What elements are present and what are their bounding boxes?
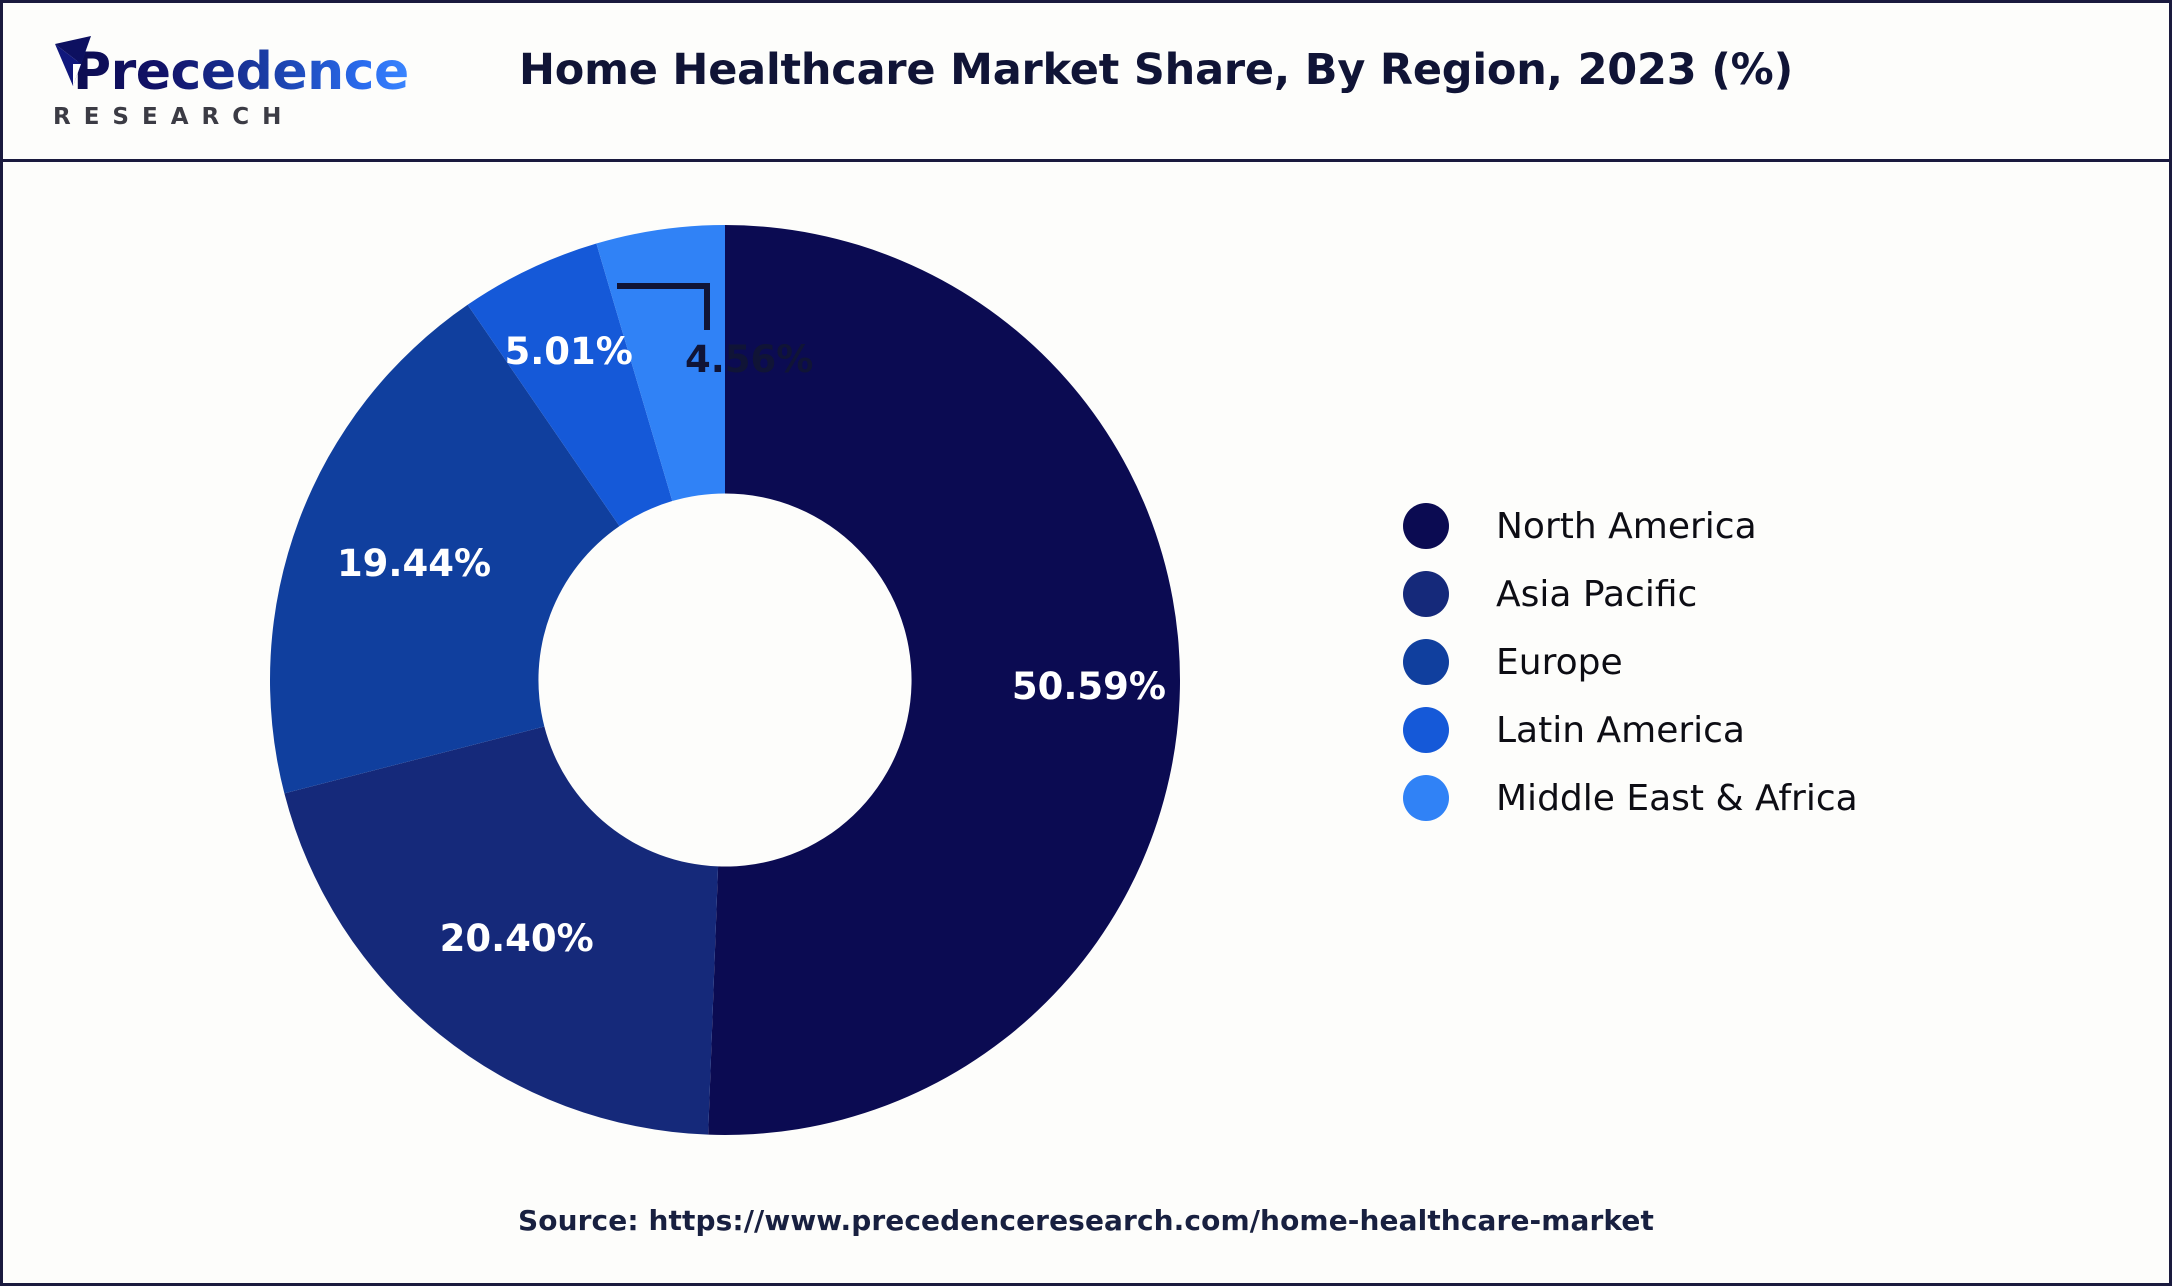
donut-slice-europe[interactable] xyxy=(270,304,620,794)
brand-logo[interactable]: Precedence RESEARCH xyxy=(45,31,409,135)
donut-label-group: 50.59% 20.40% 19.44% 5.01% xyxy=(337,330,1166,960)
legend-color-swatch-icon xyxy=(1403,571,1449,617)
legend-item-label: Middle East & Africa xyxy=(1496,777,1858,819)
donut-slice-north-america[interactable] xyxy=(708,225,1180,1135)
data-label-north-america: 50.59% xyxy=(1012,665,1166,708)
header-bar: Precedence RESEARCH Home Healthcare Mark… xyxy=(3,3,2169,162)
data-label-europe: 19.44% xyxy=(337,542,491,585)
legend-color-swatch-icon xyxy=(1403,639,1449,685)
donut-slice-asia-pacific[interactable] xyxy=(284,726,719,1135)
legend-item-latin-america[interactable]: Latin America xyxy=(1403,696,2023,764)
donut-chart-svg: 50.59% 20.40% 19.44% 5.01% xyxy=(270,225,1180,1135)
donut-chart: 50.59% 20.40% 19.44% 5.01% 4.56% xyxy=(265,220,1185,1140)
legend-item-label: Asia Pacific xyxy=(1496,573,1698,615)
data-label-latin-america: 5.01% xyxy=(504,330,632,373)
legend-color-swatch-icon xyxy=(1403,775,1449,821)
data-label-asia-pacific: 20.40% xyxy=(440,917,594,960)
legend-item-north-america[interactable]: North America xyxy=(1403,492,2023,560)
legend-item-label: Latin America xyxy=(1496,709,1745,751)
page-title: Home Healthcare Market Share, By Region,… xyxy=(518,45,1794,95)
legend-item-europe[interactable]: Europe xyxy=(1403,628,2023,696)
legend-color-swatch-icon xyxy=(1403,503,1449,549)
data-label-middle-east-africa: 4.56% xyxy=(685,338,814,381)
legend-item-label: Europe xyxy=(1496,641,1623,683)
logo-subtitle: RESEARCH xyxy=(53,104,295,130)
legend: North America Asia Pacific Europe Latin Ame… xyxy=(1403,492,2023,832)
legend-item-asia-pacific[interactable]: Asia Pacific xyxy=(1403,560,2023,628)
callout-leader-line xyxy=(617,283,710,330)
source-note: Source: https://www.precedenceresearch.c… xyxy=(518,1204,1654,1237)
legend-item-label: North America xyxy=(1496,505,1757,547)
chart-body: 50.59% 20.40% 19.44% 5.01% 4.56% North Amer… xyxy=(3,162,2169,1283)
precedence-arrow-mark-icon xyxy=(55,36,91,86)
donut-slice-middle-east-africa[interactable] xyxy=(596,225,725,502)
legend-color-swatch-icon xyxy=(1403,707,1449,753)
donut-slice-group[interactable] xyxy=(270,225,1180,1135)
donut-slice-latin-america[interactable] xyxy=(467,243,673,527)
logo-text: Precedence xyxy=(47,46,409,98)
legend-item-middle-east-africa[interactable]: Middle East & Africa xyxy=(1403,764,2023,832)
logo-wordmark: Precedence xyxy=(45,36,409,98)
